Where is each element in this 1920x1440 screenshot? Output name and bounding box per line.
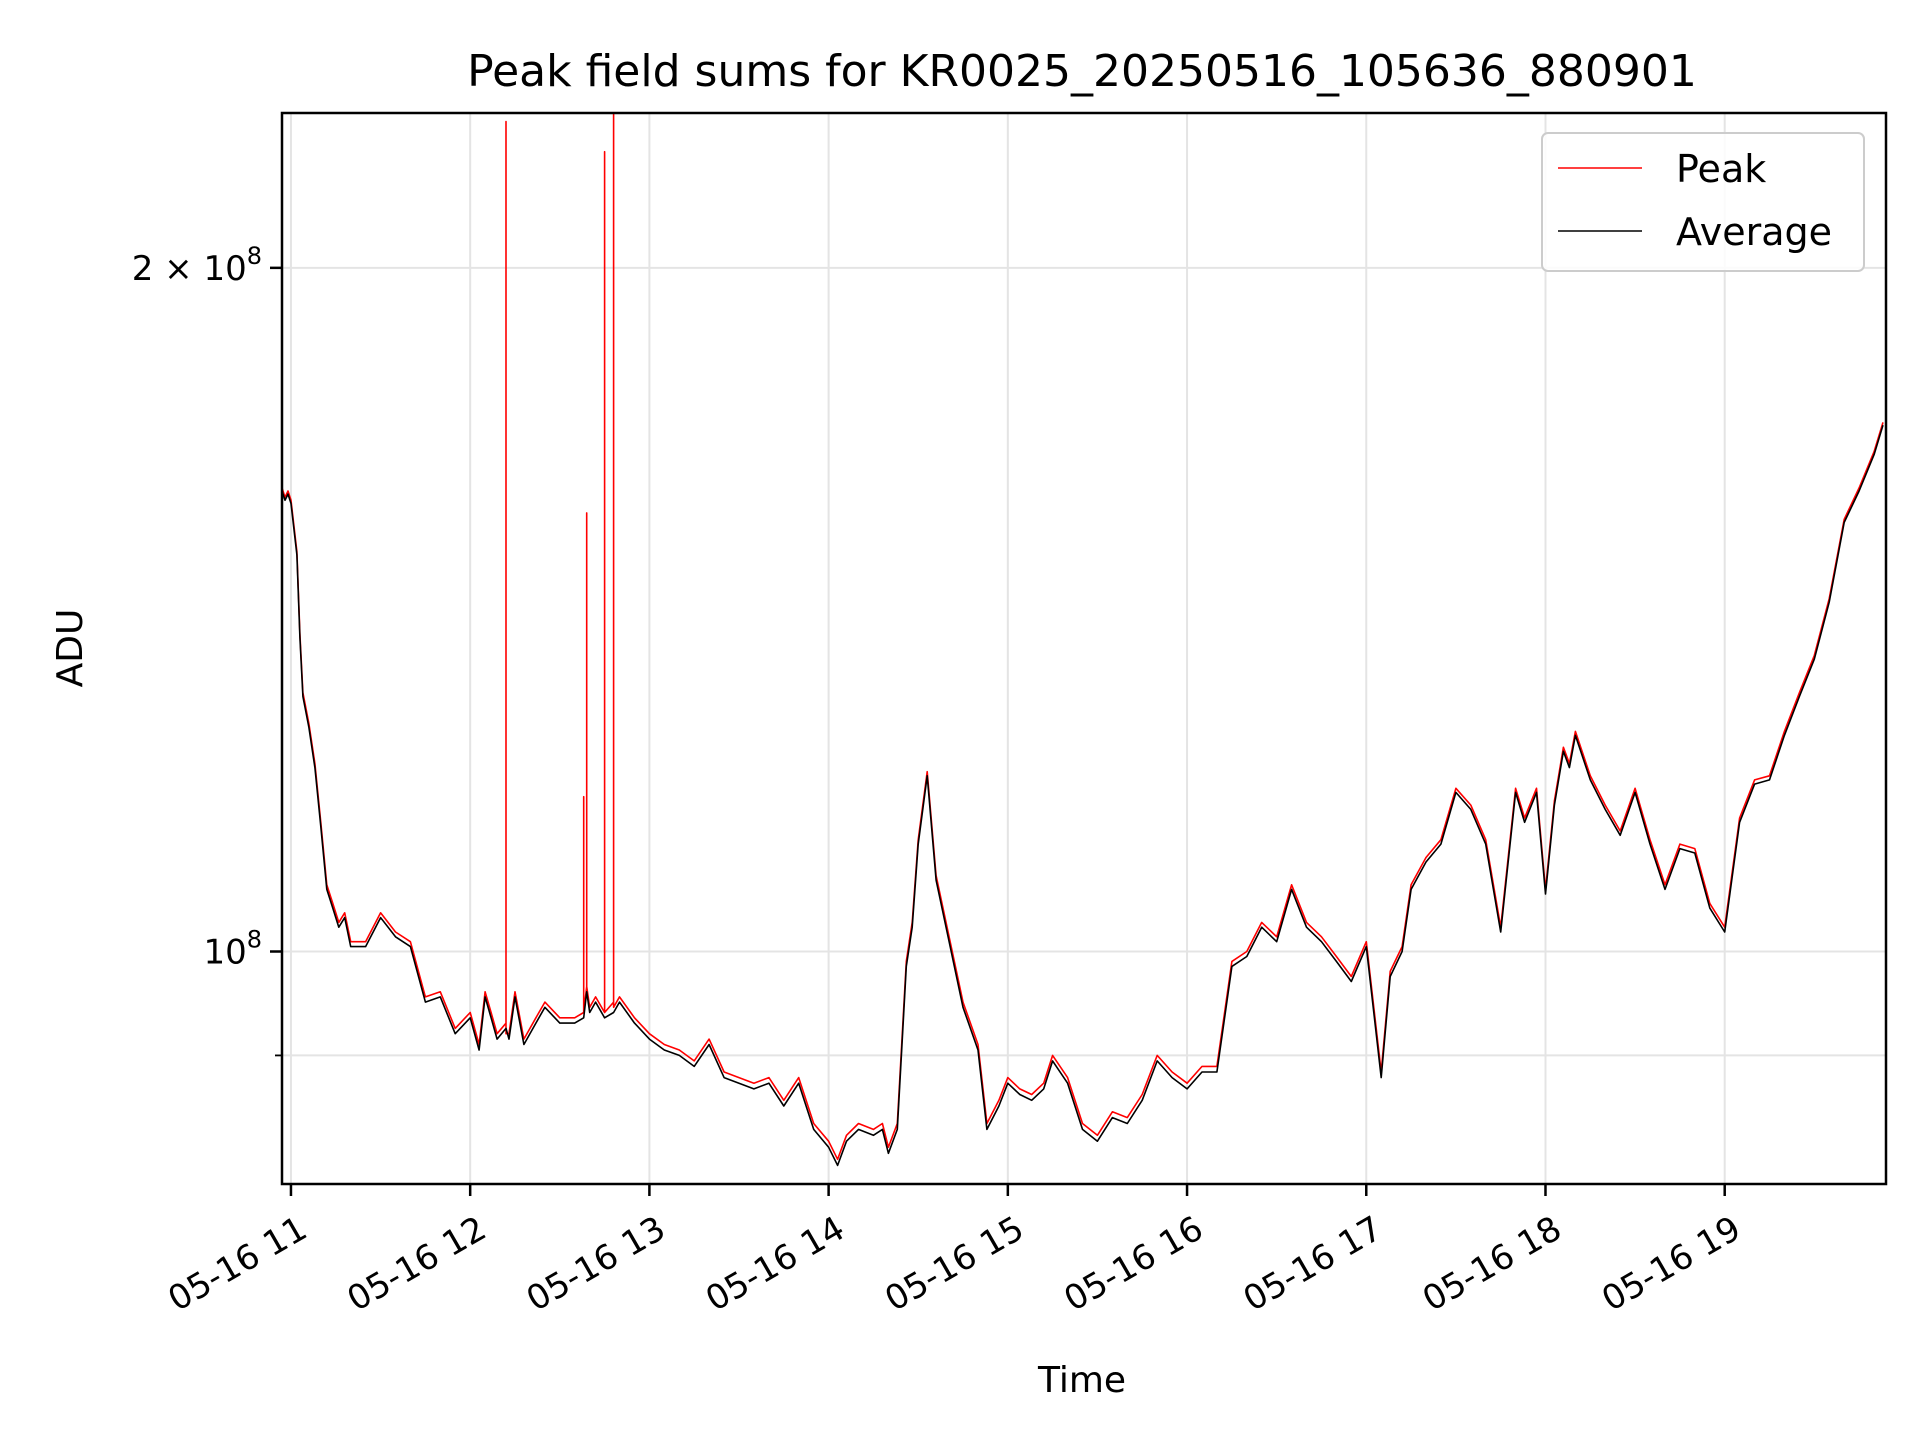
y-axis: 108 2 × 108 (132, 242, 282, 1057)
series-layer (282, 113, 1884, 1167)
legend-label-peak: Peak (1676, 147, 1766, 191)
plot-frame (280, 111, 1888, 1186)
y-tick-label: 2 × 108 (132, 242, 262, 289)
chart-title: Peak field sums for KR0025_20250516_1056… (467, 46, 1697, 97)
x-axis-label: Time (1037, 1360, 1126, 1401)
y-axis-label: ADU (50, 609, 91, 688)
y-tick-label: 108 (203, 926, 262, 973)
legend-label-average: Average (1676, 210, 1832, 254)
legend: Peak Average (1541, 132, 1865, 272)
series-line-average (282, 424, 1884, 1167)
